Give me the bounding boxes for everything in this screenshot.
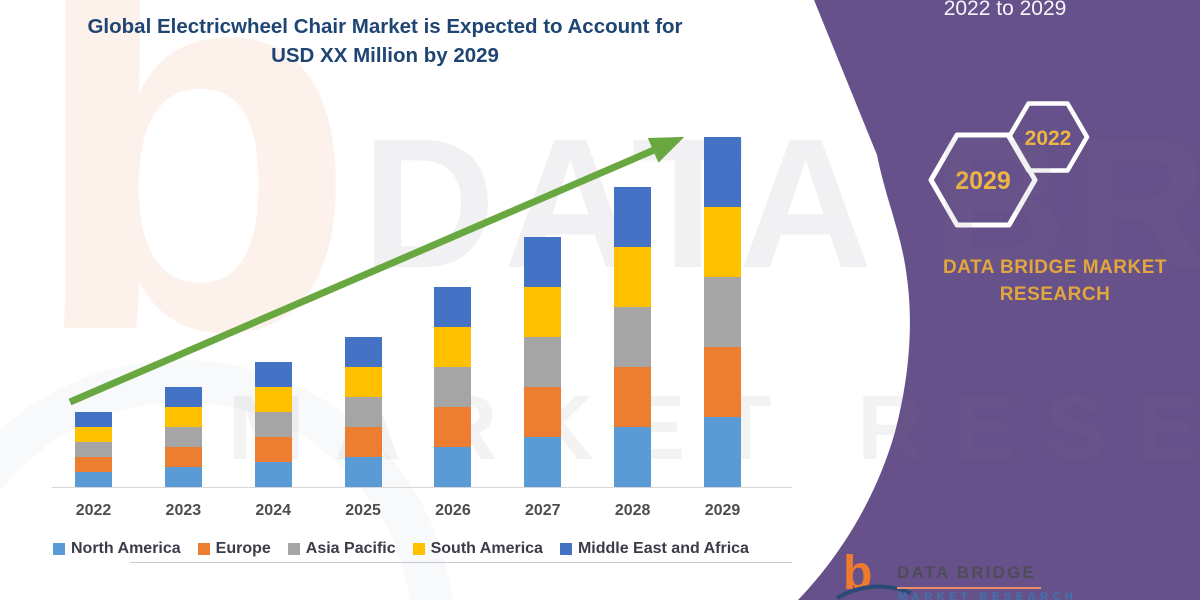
bar-segment-2027-north-america [524, 437, 562, 487]
legend-swatch-icon [197, 543, 210, 555]
x-axis-label-2028: 2028 [614, 502, 651, 519]
chart-legend: North America Europe Asia Pacific South Ame… [53, 540, 749, 558]
bar-segment-2028-asia-pacific [614, 307, 652, 367]
brand-name-text: DATA BRIDGE MARKET RESEARCH [925, 254, 1185, 308]
bar-segment-2023-north-america [164, 467, 202, 487]
bar-segment-2022-europe [75, 457, 112, 472]
x-axis-label-2025: 2025 [345, 502, 381, 519]
legend-label: Asia Pacific [305, 540, 396, 557]
bar-segment-2023-asia-pacific [164, 427, 202, 447]
bar-segment-2022-asia-pacific [75, 442, 112, 457]
bar-segment-2027-south-america [524, 287, 562, 337]
bar-segment-2029-asia-pacific [703, 277, 741, 347]
x-axis-label-2024: 2024 [255, 502, 291, 519]
hexagon-2029 [928, 132, 1038, 228]
footer-logo-subname: MARKET RESEARCH [898, 591, 1078, 600]
bar-segment-2025-south-america [344, 367, 382, 397]
hexagon-2022 [1006, 101, 1090, 173]
bar-segment-2026-middle-east-and-africa [434, 287, 472, 327]
bar-segment-2029-south-america [703, 207, 741, 277]
hexagon-2022-label: 2022 [1025, 127, 1072, 150]
bar-segment-2026-asia-pacific [434, 367, 472, 407]
brand-name-line2: RESEARCH [999, 284, 1111, 305]
bar-segment-2027-europe [524, 387, 562, 437]
legend-swatch-icon [53, 543, 65, 555]
footer-logo: b DATA BRIDGE MARKET RESEARCH [835, 548, 1095, 600]
x-axis-label-2027: 2027 [524, 502, 561, 519]
bar-segment-2025-north-america [344, 457, 382, 487]
bar-segment-2026-europe [434, 407, 472, 447]
bar-segment-2027-middle-east-and-africa [524, 237, 562, 287]
legend-swatch-icon [287, 543, 300, 555]
bar-segment-2028-north-america [614, 427, 652, 487]
logo-bridge-swoosh [836, 584, 912, 600]
legend-divider-line [130, 562, 792, 563]
bar-segment-2024-south-america [254, 387, 292, 412]
bar-segment-2029-europe [703, 347, 741, 417]
legend-swatch-icon [559, 543, 572, 555]
legend-label: North America [71, 540, 181, 557]
bar-segment-2025-middle-east-and-africa [344, 337, 382, 367]
purple-panel-shape [798, 0, 1200, 600]
bar-segment-2029-middle-east-and-africa [703, 137, 741, 207]
bar-segment-2025-asia-pacific [344, 397, 382, 427]
x-axis-label-2023: 2023 [165, 502, 202, 519]
bar-segment-2024-middle-east-and-africa [254, 362, 292, 387]
bar-segment-2028-europe [614, 367, 652, 427]
bar-segment-2028-south-america [614, 247, 652, 307]
legend-label: Middle East and Africa [577, 540, 749, 557]
bar-segment-2023-middle-east-and-africa [164, 387, 202, 407]
x-axis-line [52, 487, 792, 488]
legend-item-north-america: North America [53, 540, 181, 558]
bar-segment-2024-asia-pacific [254, 412, 292, 437]
footer-logo-underline [897, 587, 1041, 589]
legend-label: South America [430, 540, 543, 557]
brand-name-line1: DATA BRIDGE MARKET [943, 257, 1167, 278]
bar-segment-2022-south-america [75, 427, 112, 442]
bar-segment-2026-south-america [434, 327, 472, 367]
chart-title: Global Electricwheel Chair Market is Exp… [40, 12, 730, 70]
hexagon-2029-label: 2029 [955, 167, 1011, 195]
forecast-range-text: 2022 to 2029 [943, 0, 1067, 20]
bar-segment-2025-europe [344, 427, 382, 457]
legend-item-middle-east-and-africa: Middle East and Africa [559, 540, 749, 558]
bar-segment-2024-europe [254, 437, 292, 462]
bar-segment-2027-asia-pacific [524, 337, 562, 387]
legend-item-asia-pacific: Asia Pacific [287, 540, 396, 558]
footer-logo-name: DATA BRIDGE [897, 563, 1037, 582]
x-axis-label-2022: 2022 [75, 502, 112, 519]
legend-label: Europe [215, 540, 271, 557]
x-axis-label-2026: 2026 [435, 502, 471, 519]
bar-segment-2022-middle-east-and-africa [75, 412, 112, 427]
bar-segment-2023-south-america [164, 407, 202, 427]
chart-title-line2: USD XX Million by 2029 [271, 44, 499, 67]
bar-segment-2029-north-america [703, 417, 741, 487]
bar-segment-2023-europe [164, 447, 202, 467]
bar-segment-2028-middle-east-and-africa [614, 187, 652, 247]
bar-segment-2026-north-america [434, 447, 472, 487]
legend-item-south-america: South America [412, 540, 543, 558]
bar-segment-2022-north-america [75, 472, 112, 487]
legend-item-europe: Europe [197, 540, 271, 558]
legend-swatch-icon [412, 543, 425, 555]
bar-segment-2024-north-america [254, 462, 292, 487]
chart-title-line1: Global Electricwheel Chair Market is Exp… [87, 15, 683, 38]
x-axis-label-2029: 2029 [704, 502, 741, 519]
